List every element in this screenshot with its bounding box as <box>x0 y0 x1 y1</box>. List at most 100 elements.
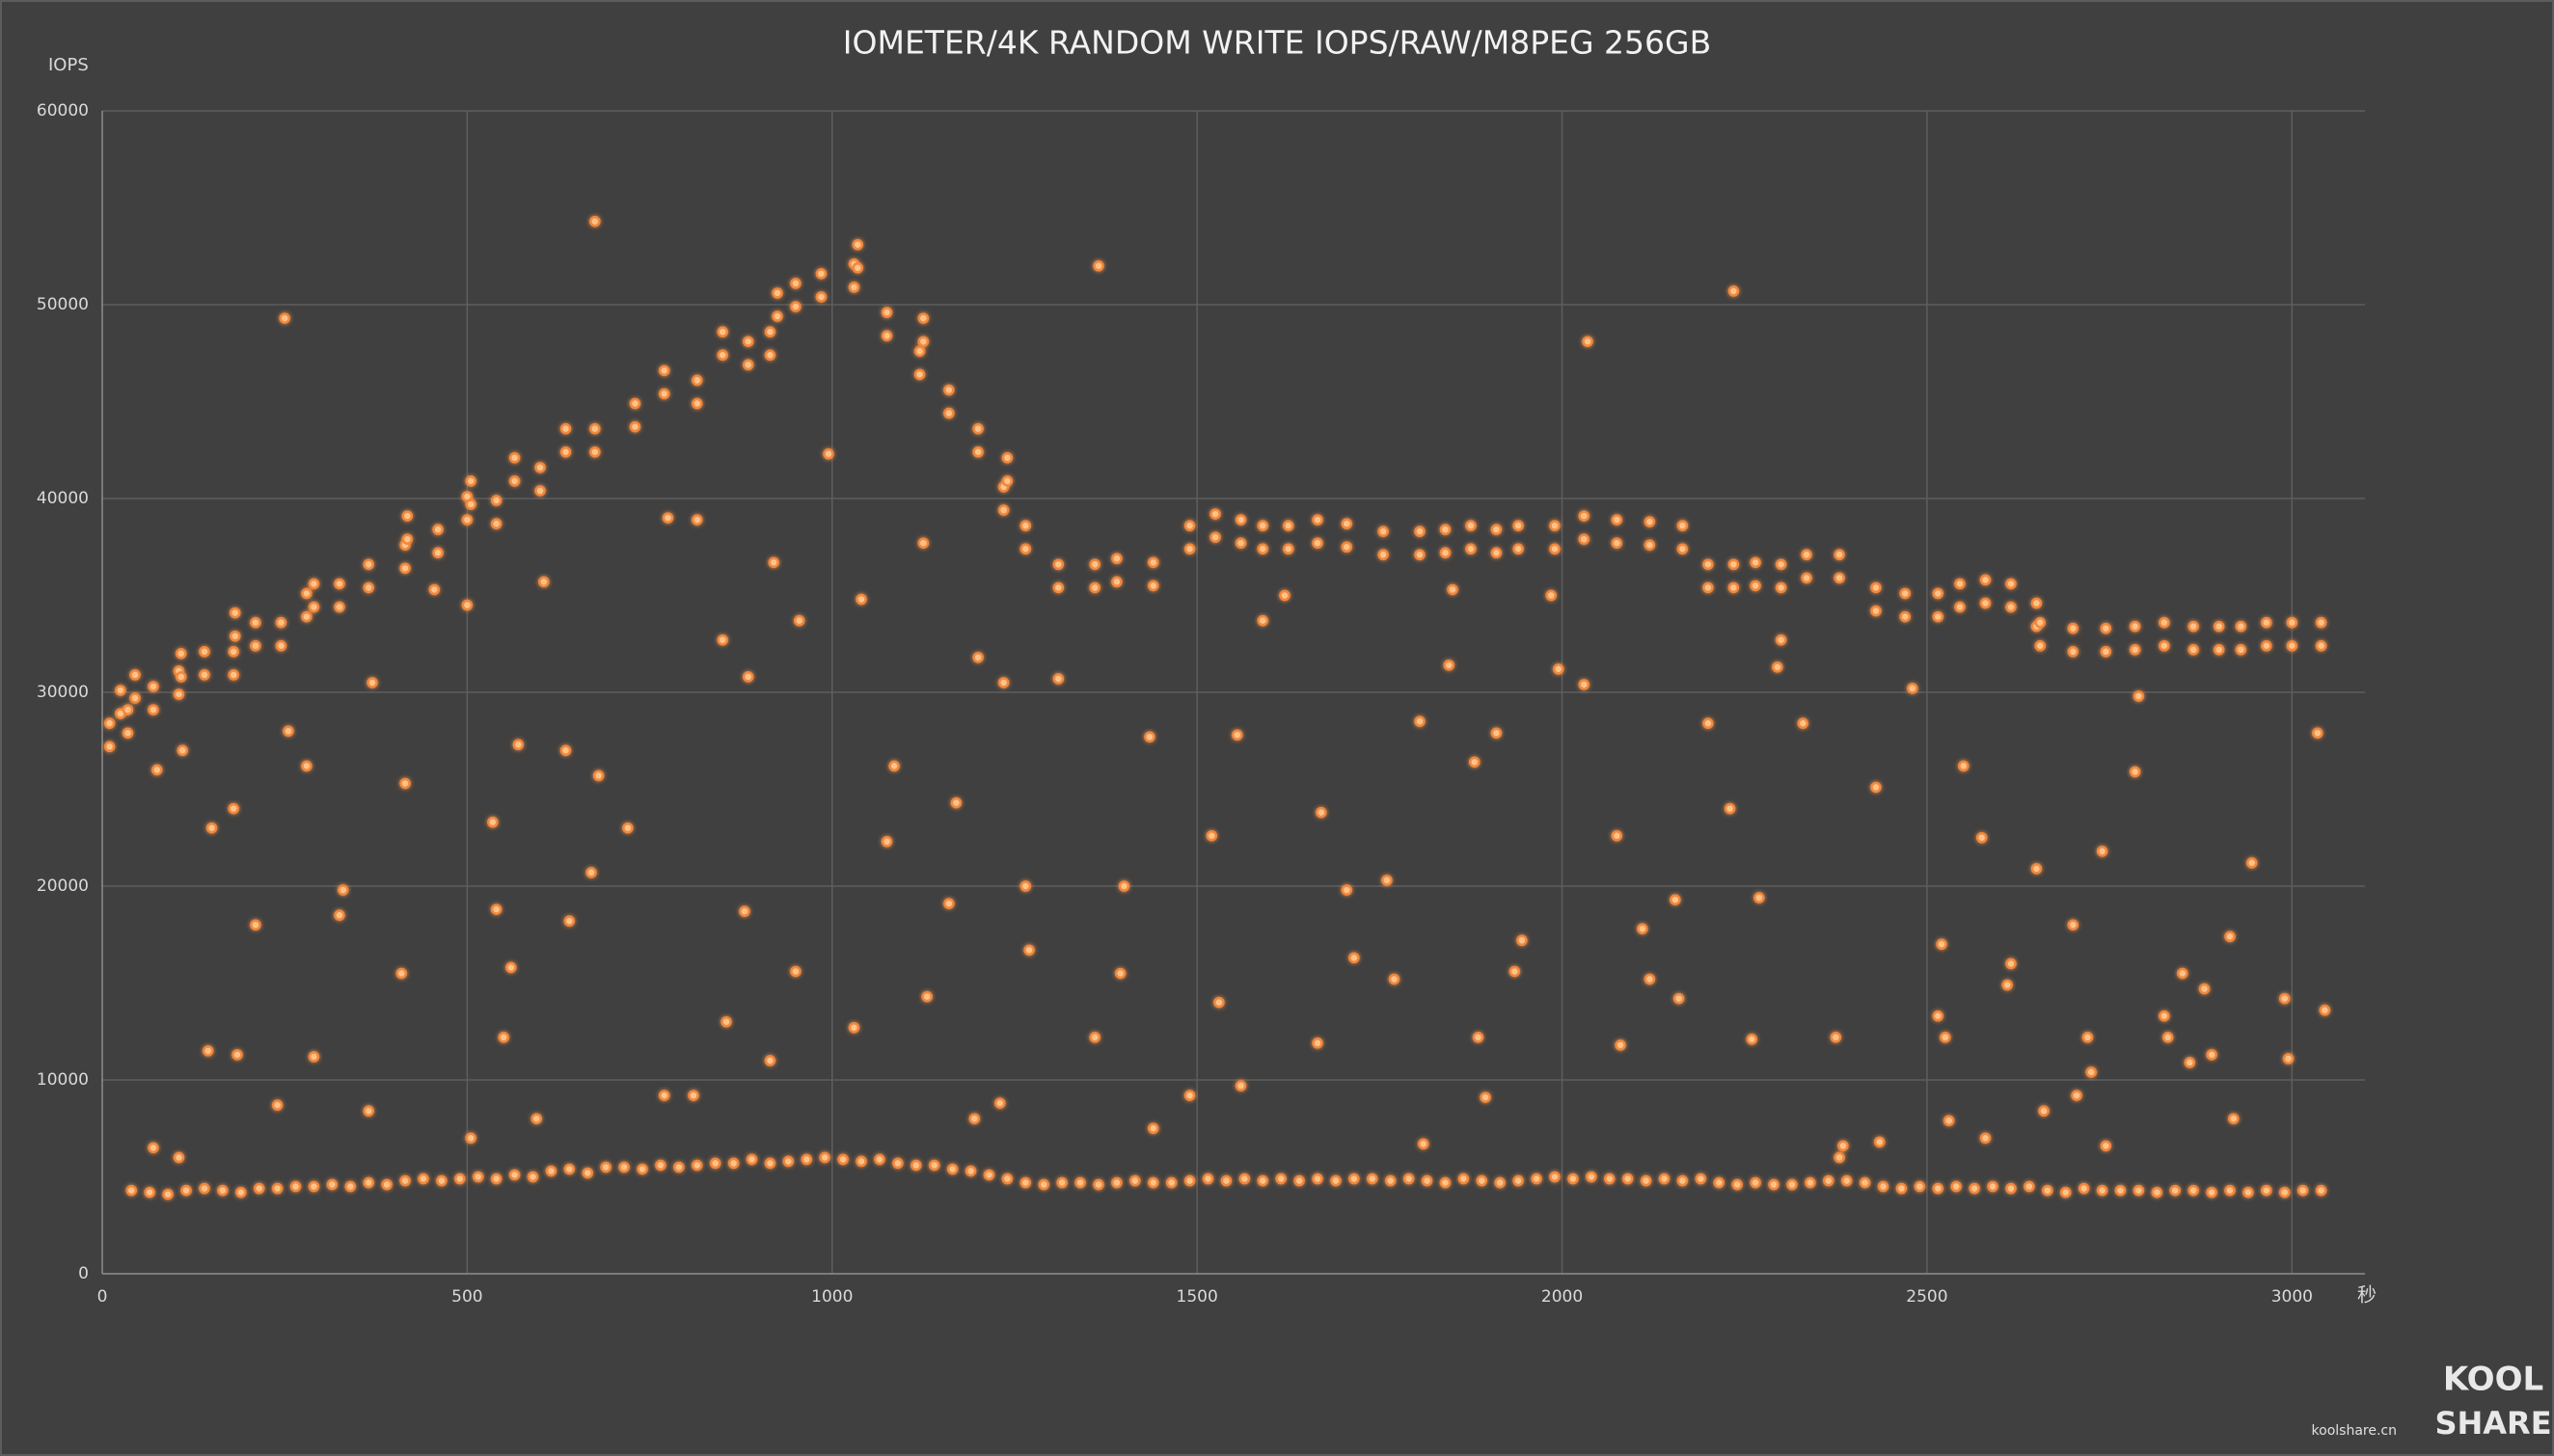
point <box>1414 715 1426 727</box>
point <box>2228 1113 2240 1124</box>
point <box>1753 892 1765 903</box>
point <box>129 692 141 704</box>
point <box>692 1159 703 1172</box>
point <box>2071 1090 2082 1101</box>
point <box>2005 957 2017 970</box>
point <box>2096 846 2108 857</box>
point <box>235 1186 247 1199</box>
point <box>1074 1176 1086 1189</box>
point <box>1578 533 1590 545</box>
point <box>742 336 754 347</box>
point <box>217 1184 229 1197</box>
point <box>946 1163 959 1175</box>
point <box>1111 1176 1123 1189</box>
point <box>2159 1010 2170 1022</box>
y-axis-label: IOPS <box>48 55 89 75</box>
point <box>768 556 779 569</box>
point <box>1377 526 1389 537</box>
point <box>1637 923 1648 934</box>
point <box>1118 880 1130 892</box>
point <box>717 634 729 646</box>
point <box>1414 549 1426 561</box>
point <box>2261 640 2272 652</box>
point <box>228 802 239 815</box>
point <box>308 1180 320 1193</box>
point <box>1895 1182 1908 1195</box>
point <box>2034 640 2046 652</box>
point <box>1209 531 1221 543</box>
point <box>436 1174 448 1187</box>
point <box>1805 1176 1816 1189</box>
point <box>2279 1186 2291 1199</box>
point <box>2030 863 2043 875</box>
point <box>2030 597 2043 609</box>
point <box>2129 620 2141 633</box>
point <box>1775 634 1787 646</box>
point <box>2129 766 2141 778</box>
point <box>148 1142 159 1154</box>
point <box>2213 644 2225 656</box>
point <box>1768 1178 1780 1191</box>
point <box>1480 1092 1491 1103</box>
point <box>401 533 414 545</box>
point <box>175 671 187 683</box>
point <box>1750 1176 1761 1189</box>
point <box>461 514 474 526</box>
point <box>1001 452 1014 464</box>
point <box>746 1153 758 1166</box>
point <box>1750 556 1761 569</box>
point <box>881 836 893 848</box>
point <box>913 345 926 357</box>
point <box>1148 1122 1159 1134</box>
point <box>334 601 345 613</box>
point <box>1750 580 1761 592</box>
point <box>559 422 572 435</box>
point <box>692 397 703 410</box>
point <box>271 1099 284 1111</box>
point <box>2078 1182 2090 1195</box>
point <box>1465 520 1477 531</box>
point <box>271 1182 284 1195</box>
point <box>582 1167 594 1179</box>
y-tick-label: 10000 <box>37 1070 89 1090</box>
point <box>815 291 828 303</box>
point <box>2005 601 2017 613</box>
point <box>717 326 729 337</box>
point <box>490 518 503 529</box>
point <box>508 452 521 464</box>
point <box>1676 1174 1689 1187</box>
point <box>1148 1176 1159 1189</box>
point <box>2042 1184 2053 1197</box>
point <box>823 448 834 460</box>
point <box>1786 1178 1798 1191</box>
point <box>363 558 374 571</box>
point <box>943 384 955 396</box>
point <box>1414 526 1426 537</box>
logo-top: KOOL <box>2443 1361 2543 1399</box>
point <box>972 652 984 663</box>
point <box>1089 1032 1100 1043</box>
point <box>1341 518 1353 529</box>
point <box>997 504 1010 516</box>
point <box>2282 1053 2295 1065</box>
point <box>717 349 729 362</box>
point <box>2161 1032 2174 1043</box>
point <box>2184 1057 2196 1068</box>
point <box>801 1153 813 1166</box>
point <box>1914 1180 1926 1193</box>
point <box>1840 1174 1853 1187</box>
point <box>228 646 239 658</box>
point <box>658 388 670 400</box>
point <box>1381 875 1393 886</box>
point <box>487 816 499 828</box>
point <box>1148 580 1159 592</box>
point <box>1052 673 1065 685</box>
point <box>782 1155 795 1168</box>
point <box>1676 520 1689 531</box>
point <box>1670 894 1681 905</box>
point <box>1377 549 1389 561</box>
point <box>2242 1186 2254 1199</box>
point <box>530 1113 543 1124</box>
point <box>972 422 984 435</box>
